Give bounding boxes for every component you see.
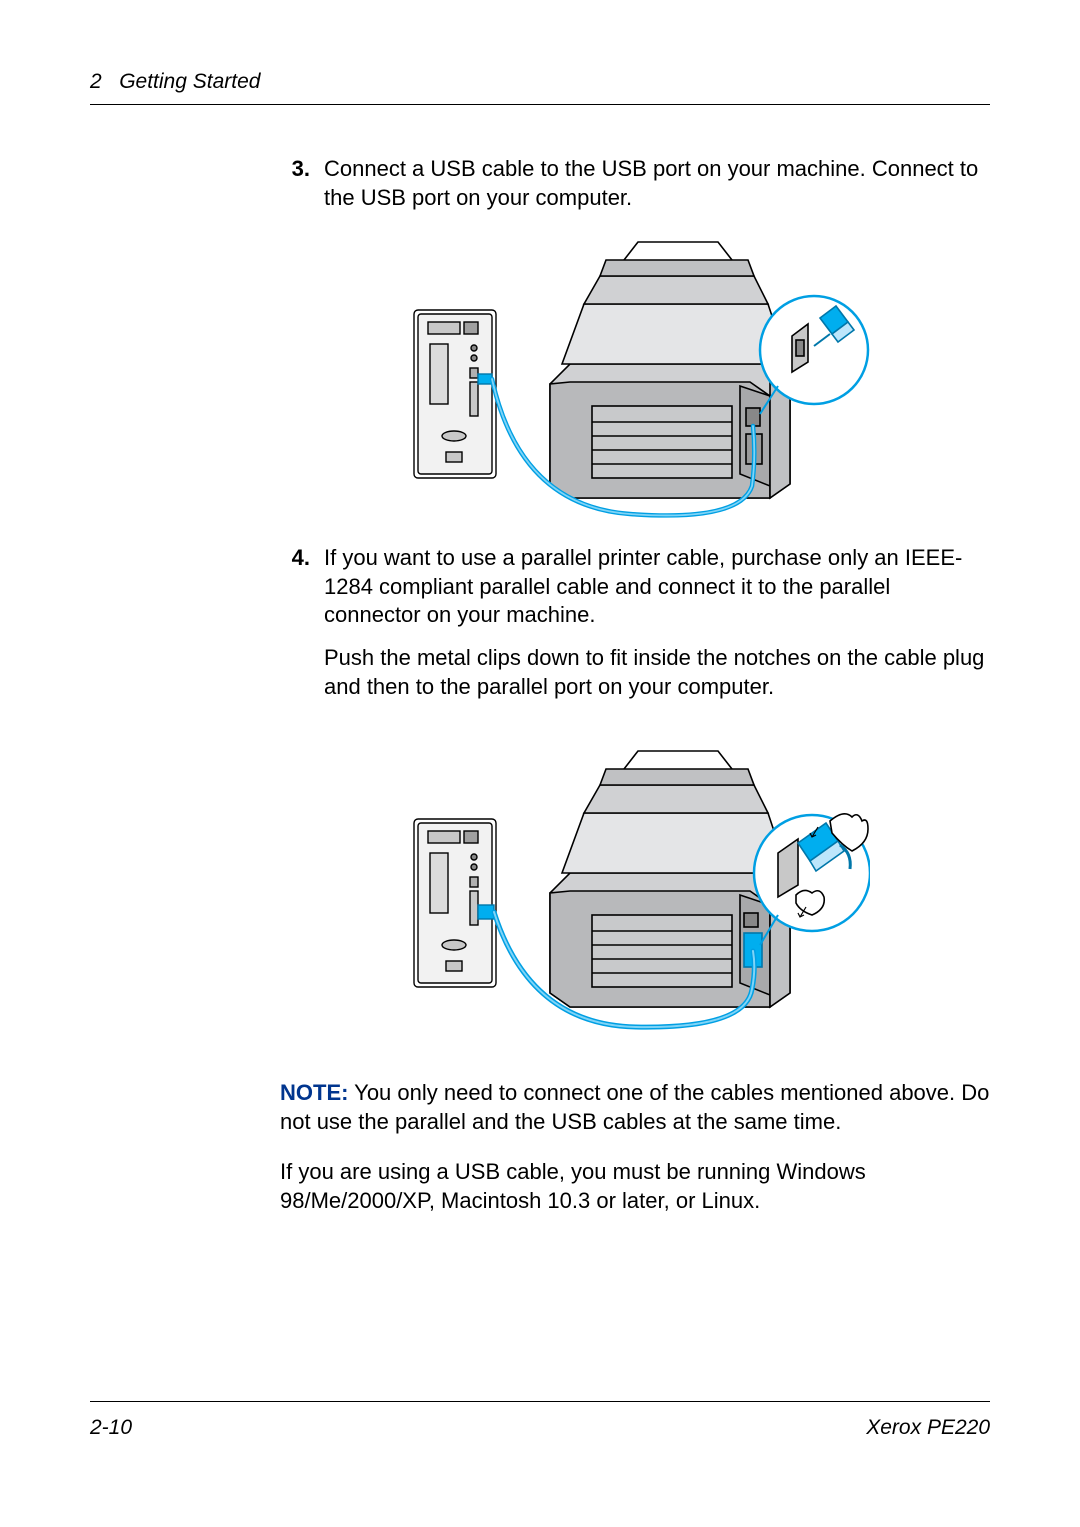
step-4-text-a: If you want to use a parallel printer ca…	[324, 544, 990, 630]
note-label: NOTE:	[280, 1080, 348, 1105]
step-3-body: Connect a USB cable to the USB port on y…	[324, 155, 990, 226]
note-block: NOTE: You only need to connect one of th…	[280, 1079, 990, 1215]
chapter-title: Getting Started	[119, 70, 260, 93]
step-4-body: If you want to use a parallel printer ca…	[324, 544, 990, 715]
note-paragraph: NOTE: You only need to connect one of th…	[280, 1079, 990, 1136]
step-4: 4. If you want to use a parallel printer…	[280, 544, 990, 715]
step-3: 3. Connect a USB cable to the USB port o…	[280, 155, 990, 226]
step-3-text: Connect a USB cable to the USB port on y…	[324, 155, 990, 212]
step-4-number: 4.	[280, 544, 324, 715]
figure-parallel	[280, 725, 990, 1045]
footer-page-number: 2-10	[90, 1416, 132, 1440]
main-content: 3. Connect a USB cable to the USB port o…	[280, 155, 990, 1216]
page-header: 2 Getting Started	[90, 70, 990, 105]
usb-connection-illustration	[400, 236, 870, 520]
chapter-number: 2	[90, 70, 102, 93]
parallel-connection-illustration	[400, 725, 870, 1045]
note-followup: If you are using a USB cable, you must b…	[280, 1158, 990, 1215]
note-text: You only need to connect one of the cabl…	[280, 1080, 989, 1134]
step-3-number: 3.	[280, 155, 324, 226]
page-footer: 2-10 Xerox PE220	[90, 1401, 990, 1440]
footer-product-name: Xerox PE220	[866, 1416, 990, 1440]
figure-usb	[280, 236, 990, 520]
step-4-text-b: Push the metal clips down to fit inside …	[324, 644, 990, 701]
